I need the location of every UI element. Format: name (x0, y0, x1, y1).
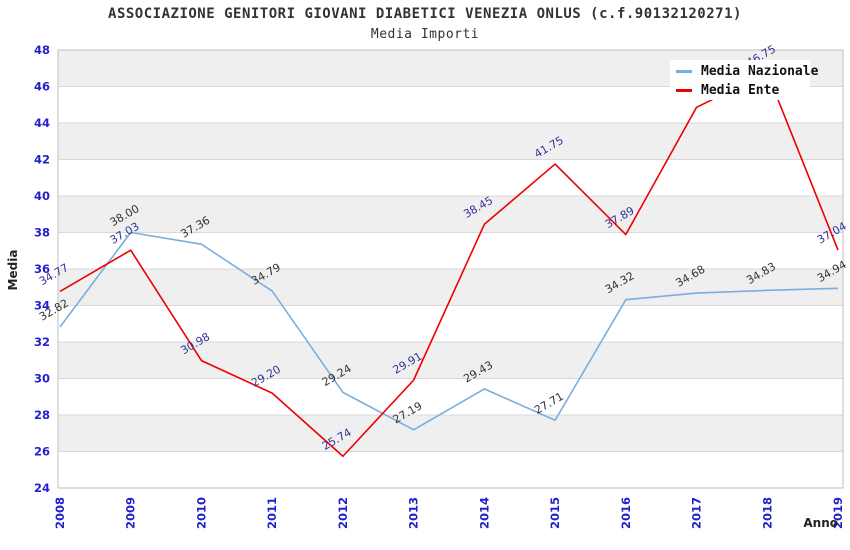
x-tick-label: 2010 (194, 497, 208, 529)
y-tick-label: 30 (34, 372, 50, 386)
x-tick-label: 2008 (53, 497, 67, 529)
y-tick-label: 28 (34, 408, 50, 422)
x-tick-label: 2019 (831, 497, 845, 529)
y-tick-label: 42 (34, 153, 50, 167)
series-line-media-ente (59, 72, 839, 458)
x-tick-label: 2017 (690, 497, 704, 529)
x-axis-title: Anno (803, 516, 838, 530)
legend-label-media-nazionale: Media Nazionale (701, 64, 819, 79)
y-axis-title: Media (6, 250, 20, 291)
y-tick-label: 40 (34, 189, 50, 203)
legend-item-media-ente: Media Ente (676, 81, 810, 100)
y-tick-label: 46 (34, 80, 50, 94)
x-tick-label: 2014 (477, 497, 491, 529)
y-tick-label: 26 (34, 445, 50, 459)
legend: Media Nazionale Media Ente (670, 60, 818, 100)
y-tick-label: 32 (34, 335, 50, 349)
y-tick-label: 38 (34, 226, 50, 240)
plot-band (58, 123, 843, 160)
x-tick-label: 2015 (548, 497, 562, 529)
plot-band (58, 196, 843, 233)
x-tick-label: 2012 (336, 497, 350, 529)
series-line-media-nazionale (59, 231, 839, 431)
legend-item-media-nazionale: Media Nazionale (676, 62, 818, 81)
x-tick-label: 2013 (407, 497, 421, 529)
legend-label-media-ente: Media Ente (701, 83, 780, 98)
chart-title: ASSOCIAZIONE GENITORI GIOVANI DIABETICI … (108, 6, 742, 22)
chart-subtitle: Media Importi (370, 27, 480, 42)
plot-border (57, 49, 844, 489)
media-ente-line-swatch-icon (676, 89, 692, 92)
plot-band (58, 415, 843, 452)
plot-band (58, 342, 843, 379)
data-point-label: 27.71 (532, 390, 566, 417)
y-tick-label: 44 (34, 116, 50, 130)
media-nazionale-line-swatch-icon (676, 70, 692, 73)
x-tick-label: 2018 (760, 497, 774, 529)
y-tick-label: 48 (34, 43, 50, 57)
y-tick-label: 34 (34, 299, 50, 313)
y-tick-label: 24 (34, 481, 50, 495)
y-tick-label: 36 (34, 262, 50, 276)
x-tick-label: 2011 (265, 497, 279, 529)
x-tick-label: 2016 (619, 497, 633, 529)
x-tick-label: 2009 (124, 497, 138, 529)
